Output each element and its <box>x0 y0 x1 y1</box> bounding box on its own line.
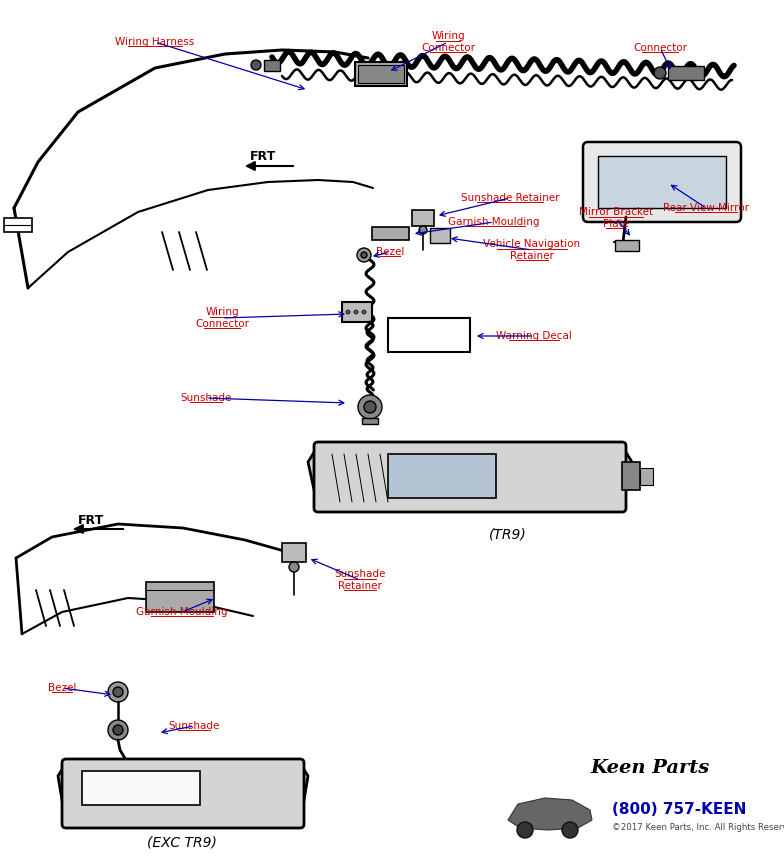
Circle shape <box>354 310 358 314</box>
Text: Sunshade Retainer: Sunshade Retainer <box>461 193 559 203</box>
Bar <box>282 543 306 562</box>
Bar <box>430 228 450 243</box>
Polygon shape <box>308 446 632 508</box>
Circle shape <box>251 60 261 70</box>
Polygon shape <box>508 798 592 830</box>
Text: Connector: Connector <box>633 43 687 53</box>
Bar <box>668 66 704 80</box>
Bar <box>146 582 214 612</box>
Circle shape <box>517 822 533 838</box>
Bar <box>362 418 378 424</box>
Text: Connector: Connector <box>195 319 249 328</box>
FancyBboxPatch shape <box>583 142 741 222</box>
Text: FRT: FRT <box>250 150 276 163</box>
Circle shape <box>113 725 123 735</box>
Text: Garnish Moulding: Garnish Moulding <box>448 217 539 227</box>
Text: Mirror Bracket: Mirror Bracket <box>579 207 653 218</box>
Text: Wiring Harness: Wiring Harness <box>115 37 194 47</box>
Bar <box>598 156 726 208</box>
Text: Wiring: Wiring <box>431 31 465 41</box>
Bar <box>264 60 280 71</box>
Text: Plate: Plate <box>603 219 629 229</box>
Text: Wiring: Wiring <box>205 308 239 317</box>
Bar <box>355 62 407 86</box>
Text: (800) 757-KEEN: (800) 757-KEEN <box>612 803 746 817</box>
Text: Rear View Mirror: Rear View Mirror <box>663 203 749 213</box>
Circle shape <box>357 248 371 262</box>
Text: Warning Decal: Warning Decal <box>496 331 572 341</box>
Bar <box>388 454 496 498</box>
Bar <box>615 240 639 251</box>
Circle shape <box>364 401 376 413</box>
Circle shape <box>346 310 350 314</box>
Circle shape <box>654 67 666 79</box>
Bar <box>342 302 372 322</box>
Bar <box>412 210 434 226</box>
Bar <box>388 318 470 352</box>
Text: Retainer: Retainer <box>338 581 382 591</box>
Bar <box>622 462 640 490</box>
Bar <box>4 218 32 232</box>
Text: Sunshade: Sunshade <box>334 569 386 580</box>
FancyBboxPatch shape <box>62 759 304 828</box>
Bar <box>640 468 653 485</box>
Circle shape <box>361 252 367 258</box>
Text: Connector: Connector <box>421 42 475 53</box>
Polygon shape <box>58 763 308 824</box>
Text: Retainer: Retainer <box>510 251 554 261</box>
Bar <box>372 227 409 240</box>
Text: ©2017 Keen Parts, Inc. All Rights Reserved: ©2017 Keen Parts, Inc. All Rights Reserv… <box>612 823 784 833</box>
Circle shape <box>362 310 366 314</box>
Circle shape <box>562 822 578 838</box>
Circle shape <box>108 720 128 740</box>
Text: Sunshade: Sunshade <box>169 721 220 731</box>
Circle shape <box>289 562 299 572</box>
Circle shape <box>358 395 382 419</box>
Text: (EXC TR9): (EXC TR9) <box>147 835 217 849</box>
Bar <box>82 771 200 805</box>
Text: (TR9): (TR9) <box>489 528 527 542</box>
Circle shape <box>108 682 128 702</box>
Text: Garnish Moulding: Garnish Moulding <box>136 607 227 617</box>
Text: Bezel: Bezel <box>48 683 76 693</box>
Text: Bezel: Bezel <box>376 247 405 257</box>
Text: FRT: FRT <box>78 514 104 528</box>
FancyBboxPatch shape <box>314 442 626 512</box>
Circle shape <box>419 226 427 234</box>
Bar <box>358 65 404 83</box>
Text: Keen Parts: Keen Parts <box>590 759 710 777</box>
Text: Sunshade: Sunshade <box>180 393 232 403</box>
Text: Vehicle Navigation: Vehicle Navigation <box>484 239 581 250</box>
Circle shape <box>113 687 123 697</box>
